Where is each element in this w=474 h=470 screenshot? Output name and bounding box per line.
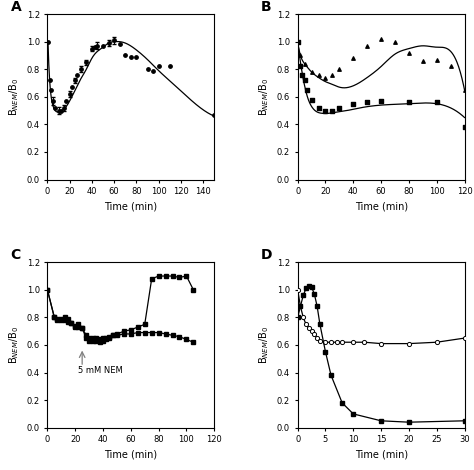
Point: [461, 86, 468, 94]
Point: [82, 59, 90, 66]
Point: [364, 99, 371, 106]
Point: [77, 65, 84, 73]
Point: [105, 39, 112, 47]
Point: [121, 52, 129, 59]
Point: [57, 107, 64, 114]
Point: [349, 55, 357, 62]
Point: [433, 56, 440, 63]
X-axis label: Time (min): Time (min): [355, 202, 408, 212]
Point: [66, 90, 73, 98]
Point: [144, 65, 151, 73]
Point: [315, 71, 322, 78]
Point: [322, 74, 329, 81]
Point: [364, 42, 371, 49]
Point: [110, 37, 118, 44]
Point: [68, 83, 76, 91]
Point: [127, 53, 135, 61]
Point: [210, 111, 218, 118]
Point: [301, 77, 309, 84]
Point: [301, 60, 309, 68]
Point: [297, 63, 304, 70]
Point: [166, 63, 173, 70]
X-axis label: Time (min): Time (min): [355, 450, 408, 460]
Y-axis label: B$_{NEM}$/B$_0$: B$_{NEM}$/B$_0$: [257, 78, 271, 116]
Y-axis label: B$_{NEM}$/B$_0$: B$_{NEM}$/B$_0$: [7, 78, 21, 116]
Point: [63, 97, 70, 105]
Point: [88, 45, 96, 52]
Point: [461, 124, 468, 131]
Point: [297, 52, 304, 59]
Point: [328, 107, 336, 114]
Point: [336, 65, 343, 73]
X-axis label: Time (min): Time (min): [104, 202, 157, 212]
Point: [73, 71, 81, 78]
Point: [44, 38, 52, 46]
Point: [47, 86, 55, 94]
Point: [94, 42, 101, 49]
Point: [72, 77, 79, 84]
Text: C: C: [11, 248, 21, 262]
Text: 5 mM NEM: 5 mM NEM: [78, 366, 123, 375]
Point: [294, 38, 302, 46]
Point: [133, 53, 140, 61]
Point: [405, 99, 413, 106]
Point: [322, 107, 329, 114]
Point: [328, 71, 336, 78]
Point: [91, 43, 99, 51]
Point: [405, 49, 413, 56]
Point: [315, 104, 322, 111]
Y-axis label: B$_{NEM}$/B$_0$: B$_{NEM}$/B$_0$: [7, 326, 21, 364]
Point: [377, 35, 385, 43]
Point: [51, 104, 59, 111]
Point: [298, 71, 306, 78]
Y-axis label: B$_{NEM}$/B$_0$: B$_{NEM}$/B$_0$: [257, 326, 271, 364]
Point: [46, 77, 54, 84]
Point: [99, 42, 107, 49]
Point: [349, 100, 357, 108]
Point: [55, 107, 62, 114]
Point: [304, 86, 311, 94]
Point: [149, 67, 157, 74]
Point: [377, 97, 385, 105]
Point: [391, 38, 399, 46]
Point: [60, 104, 68, 111]
Point: [49, 97, 57, 105]
Text: A: A: [11, 0, 21, 14]
Point: [336, 104, 343, 111]
Point: [308, 68, 315, 76]
Text: B: B: [261, 0, 272, 14]
X-axis label: Time (min): Time (min): [104, 450, 157, 460]
Point: [447, 63, 455, 70]
Point: [116, 41, 124, 48]
Point: [419, 57, 427, 65]
Point: [294, 38, 302, 46]
Point: [308, 96, 315, 103]
Point: [433, 99, 440, 106]
Text: D: D: [261, 248, 273, 262]
Point: [155, 63, 163, 70]
